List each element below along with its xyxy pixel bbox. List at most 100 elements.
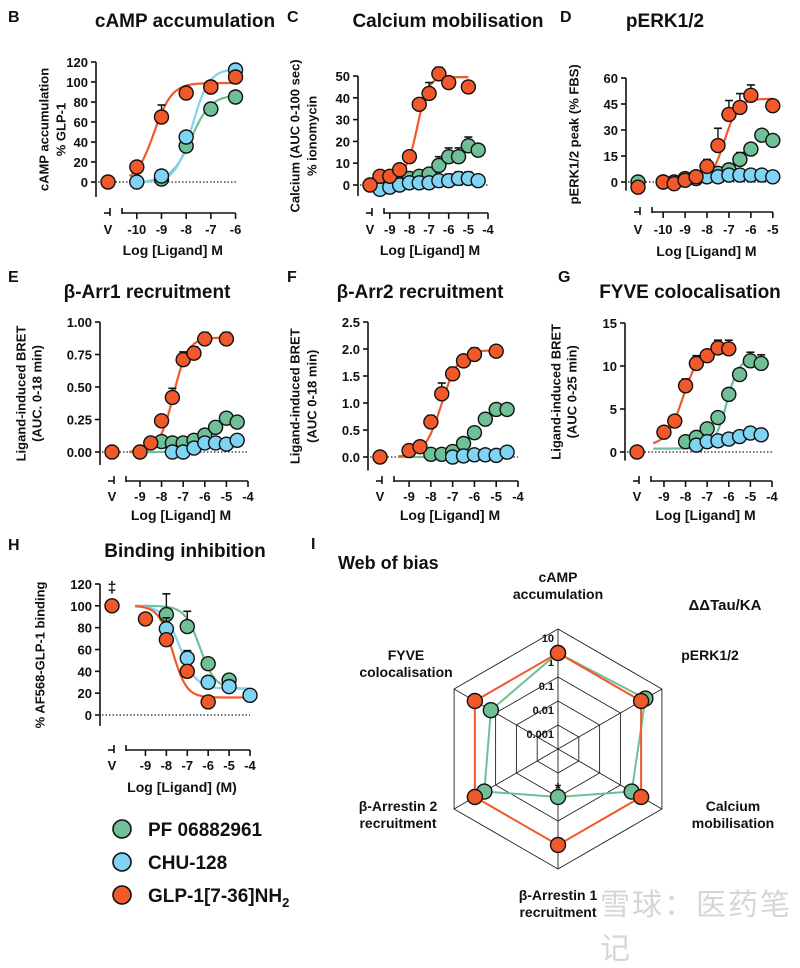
y-tick-label: 80 xyxy=(74,95,88,110)
legend-swatch xyxy=(113,820,131,838)
data-point-glp-1-7-36-nh2 xyxy=(154,110,168,124)
radar-point-glp-1-7-36-nh2 xyxy=(467,790,482,805)
data-point-glp-1-7-36-nh2 xyxy=(130,160,144,174)
y-tick-label: 1.0 xyxy=(342,396,360,411)
x-axis-label: Log [Ligand] M xyxy=(123,242,223,258)
x-tick-label: -7 xyxy=(723,222,735,237)
data-point-chu-128 xyxy=(179,130,193,144)
data-point-glp-1-7-36-nh2 xyxy=(229,70,243,84)
radar-axis-label: colocalisation xyxy=(359,664,452,680)
data-point-glp-1-7-36-nh2 xyxy=(424,415,438,429)
data-point-glp-1-7-36-nh2 xyxy=(489,344,503,358)
radar-tick-label: 10 xyxy=(542,633,554,645)
radar-axis-label: cAMP xyxy=(539,569,578,585)
y-axis-label: % ionomycin xyxy=(304,96,319,176)
radar-point-glp-1-7-36-nh2 xyxy=(551,838,566,853)
vehicle-point-glp-1-7-36-nh2 xyxy=(101,175,115,189)
y-tick-label: 100 xyxy=(66,75,88,90)
data-point-glp-1-7-36-nh2 xyxy=(689,170,703,184)
y-tick-label: 1.5 xyxy=(342,369,360,384)
x-vehicle-label: V xyxy=(108,489,117,504)
data-point-glp-1-7-36-nh2 xyxy=(722,342,736,356)
radar-axis-label: recruitment xyxy=(359,815,436,831)
vehicle-point-glp-1-7-36-nh2 xyxy=(630,445,644,459)
radar-point-pf-06882961 xyxy=(551,790,566,805)
x-tick-label: -6 xyxy=(745,222,757,237)
panel-letter: F xyxy=(287,269,297,286)
y-tick-label: 30 xyxy=(336,113,350,128)
y-tick-label: 50 xyxy=(336,69,350,84)
y-tick-label: 0 xyxy=(81,175,88,190)
x-tick-label: -6 xyxy=(469,489,481,504)
data-point-pf-06882961 xyxy=(471,143,485,157)
radar-axis-label: FYVE xyxy=(388,647,425,663)
y-tick-label: 40 xyxy=(336,91,350,106)
x-tick-label: -8 xyxy=(425,489,437,504)
x-axis-label: Log [Ligand] M xyxy=(656,243,756,259)
data-point-pf-06882961 xyxy=(467,426,481,440)
vehicle-point-glp-1-7-36-nh2 xyxy=(105,599,119,613)
y-axis-label: Calcium (AUC 0-100 sec) xyxy=(287,59,302,212)
x-tick-label: -7 xyxy=(205,222,217,237)
x-axis-label: Log [Ligand] M xyxy=(655,507,755,523)
data-point-glp-1-7-36-nh2 xyxy=(744,88,758,102)
data-point-chu-128 xyxy=(500,445,514,459)
data-point-chu-128 xyxy=(180,651,194,665)
radar-axis-label: β-Arrestin 1 xyxy=(519,887,598,903)
data-point-pf-06882961 xyxy=(201,657,215,671)
data-point-chu-128 xyxy=(230,433,244,447)
panel-title: cAMP accumulation xyxy=(95,11,275,32)
data-point-pf-06882961 xyxy=(180,620,194,634)
data-point-pf-06882961 xyxy=(733,368,747,382)
x-tick-label: -5 xyxy=(221,489,233,504)
y-tick-label: 0 xyxy=(85,708,92,723)
x-axis-label: Log [Ligand] M xyxy=(131,507,231,523)
data-point-chu-128 xyxy=(766,170,780,184)
y-tick-label: 2.0 xyxy=(342,342,360,357)
vehicle-point-glp-1-7-36-nh2 xyxy=(373,450,387,464)
x-tick-label: -6 xyxy=(723,489,735,504)
y-axis-label: (AUC 0-18 min) xyxy=(304,350,319,443)
data-point-glp-1-7-36-nh2 xyxy=(733,100,747,114)
data-point-pf-06882961 xyxy=(711,411,725,425)
x-vehicle-label: V xyxy=(376,489,385,504)
data-point-glp-1-7-36-nh2 xyxy=(679,379,693,393)
panel-title: β-Arr2 recruitment xyxy=(337,282,504,303)
radar-axis-label: β-Arrestin 2 xyxy=(359,798,438,814)
x-vehicle-label: V xyxy=(634,222,643,237)
y-tick-label: 80 xyxy=(78,621,92,636)
x-tick-label: -7 xyxy=(423,222,435,237)
panel-letter: H xyxy=(8,537,20,554)
y-axis-label: cAMP accumulation xyxy=(36,68,51,191)
y-axis-label: (AUC. 0-18 min) xyxy=(29,345,44,442)
panel-letter: B xyxy=(8,9,20,26)
data-point-chu-128 xyxy=(201,675,215,689)
data-point-chu-128 xyxy=(130,175,144,189)
data-point-glp-1-7-36-nh2 xyxy=(219,332,233,346)
radar-point-glp-1-7-36-nh2 xyxy=(551,646,566,661)
y-tick-label: 10 xyxy=(336,156,350,171)
panel-e: Eβ-Arr1 recruitment0.000.250.500.751.00L… xyxy=(8,269,255,523)
y-tick-label: 5 xyxy=(610,402,617,417)
data-point-glp-1-7-36-nh2 xyxy=(201,695,215,709)
radar-axis-label: mobilisation xyxy=(692,815,774,831)
panel-letter: I xyxy=(311,536,315,553)
radar-axis-label: pERK1/2 xyxy=(681,647,739,663)
panel-title: Binding inhibition xyxy=(104,541,265,562)
data-point-pf-06882961 xyxy=(500,402,514,416)
x-tick-label: -6 xyxy=(199,489,211,504)
legend-label: CHU-128 xyxy=(148,853,227,874)
legend-label: PF 06882961 xyxy=(148,820,263,841)
x-tick-label: -10 xyxy=(654,222,673,237)
x-tick-label: -7 xyxy=(447,489,459,504)
x-tick-label: -6 xyxy=(230,222,242,237)
x-vehicle-label: V xyxy=(104,222,113,237)
data-point-glp-1-7-36-nh2 xyxy=(766,99,780,113)
x-tick-label: -5 xyxy=(745,489,757,504)
data-point-glp-1-7-36-nh2 xyxy=(435,387,449,401)
vehicle-point-glp-1-7-36-nh2 xyxy=(631,180,645,194)
x-tick-label: -6 xyxy=(443,222,455,237)
